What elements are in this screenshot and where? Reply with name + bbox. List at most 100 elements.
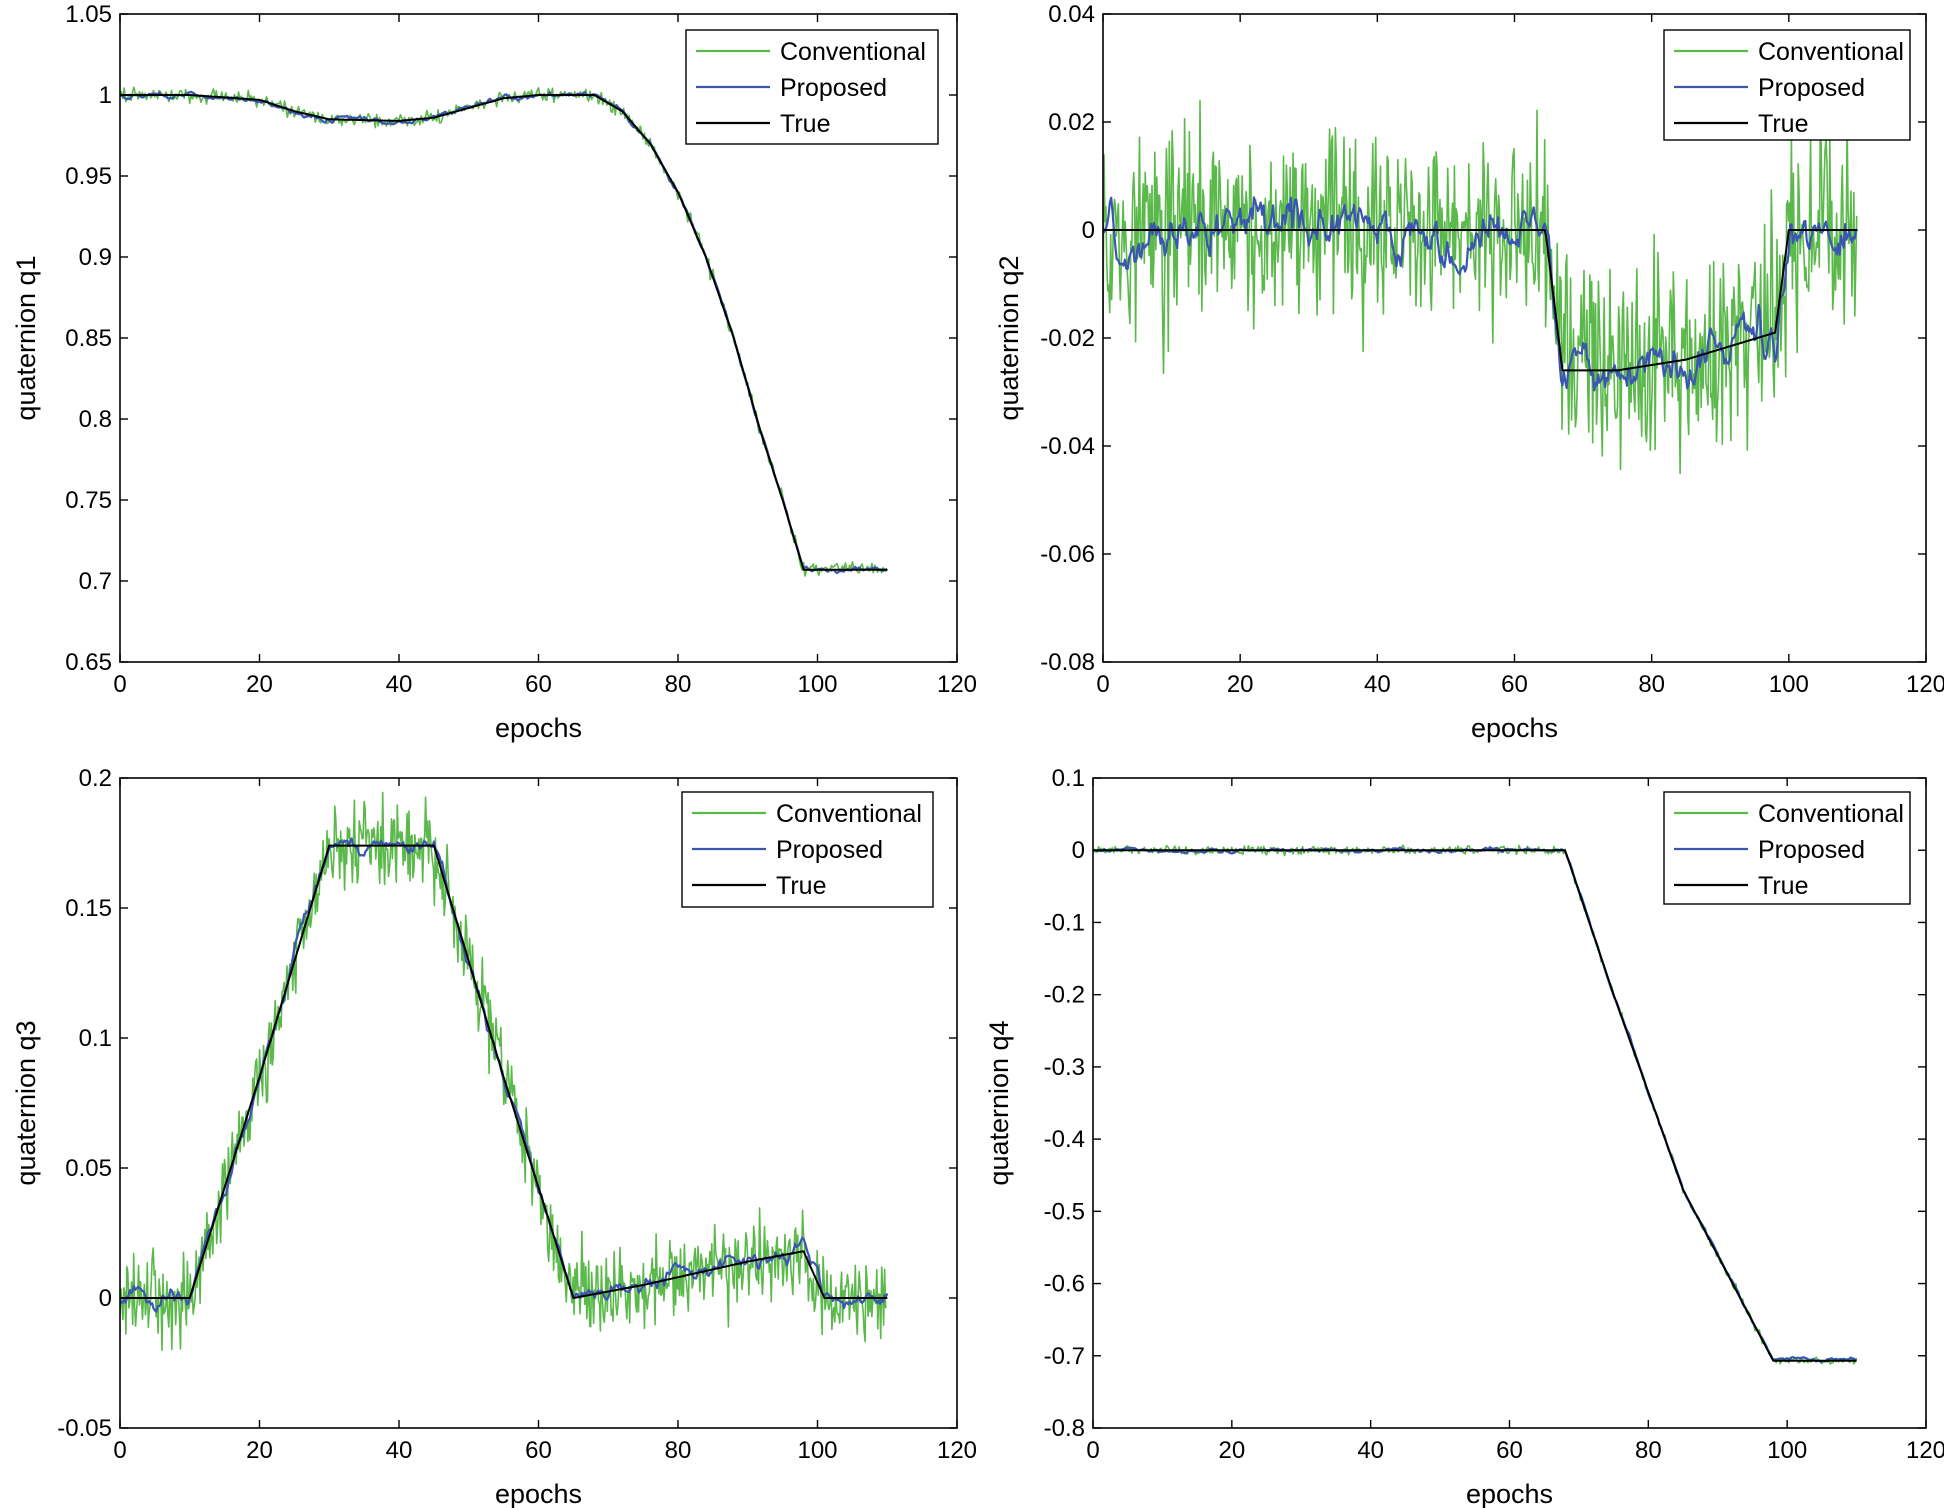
- x-tick-label: 20: [1218, 1437, 1245, 1464]
- legend-label-proposed: Proposed: [780, 74, 887, 102]
- y-tick-label: 0.1: [79, 1025, 112, 1052]
- legend: Conventional Proposed True: [1663, 29, 1911, 141]
- series-line-true: [1093, 849, 1857, 1362]
- y-tick-label: -0.05: [57, 1415, 112, 1442]
- x-axis-label: epochs: [1471, 713, 1558, 743]
- series-line-true: [120, 94, 888, 571]
- x-tick-label: 120: [1906, 1437, 1944, 1464]
- series-group: [1093, 844, 1858, 1365]
- x-tick-label: 80: [665, 1437, 692, 1464]
- x-tick-label: 40: [386, 1437, 413, 1464]
- y-tick-label: -0.06: [1040, 541, 1095, 568]
- y-tick-label: -0.3: [1044, 1054, 1085, 1081]
- y-tick-label: 0: [1072, 837, 1085, 864]
- x-tick-label: 40: [1357, 1437, 1384, 1464]
- chart-panel-4: 0 20 40 60 80 100 120 -0.8 -0.7 -0.6 -0.5 -0.4 -0.3 -…: [984, 765, 1944, 1508]
- x-tick-label: 100: [1767, 1437, 1807, 1464]
- legend-label-true: True: [776, 872, 826, 900]
- series-group: [120, 791, 889, 1352]
- x-tick-label: 100: [797, 671, 837, 698]
- legend-label-conventional: Conventional: [780, 38, 926, 66]
- x-tick-label: 20: [246, 1437, 273, 1464]
- y-tick-label: 0.65: [65, 649, 112, 676]
- legend-label-proposed: Proposed: [1758, 836, 1865, 864]
- y-tick-label: 0.15: [65, 895, 112, 922]
- series-line-proposed: [1103, 196, 1859, 392]
- chart-panel-2: 0 20 40 60 80 100 120 -0.08 -0.06 -0.04 -0.02 0 0.02…: [994, 1, 1944, 743]
- legend: Conventional Proposed True: [685, 29, 939, 145]
- y-tick-label: 0.1: [1052, 765, 1085, 792]
- series-line-conventional: [120, 791, 887, 1352]
- y-tick-label: 0.85: [65, 325, 112, 352]
- x-tick-label: 60: [1496, 1437, 1523, 1464]
- x-tick-label: 0: [1086, 1437, 1099, 1464]
- series-line-conventional: [1103, 99, 1858, 475]
- y-tick-label: -0.6: [1044, 1271, 1085, 1298]
- x-tick-label: 100: [1769, 671, 1809, 698]
- y-tick-label: 0.05: [65, 1155, 112, 1182]
- y-axis-label: quaternion q3: [11, 1020, 41, 1185]
- y-tick-label: 0.02: [1048, 109, 1095, 136]
- y-tick-label: 0.04: [1048, 1, 1095, 28]
- legend-label-conventional: Conventional: [1758, 800, 1904, 828]
- series-line-true: [120, 844, 888, 1299]
- series-group: [1103, 99, 1859, 475]
- y-tick-label: 0.7: [79, 568, 112, 595]
- y-tick-label: -0.7: [1044, 1343, 1085, 1370]
- y-tick-label: 0: [99, 1285, 112, 1312]
- legend: Conventional Proposed True: [1663, 791, 1911, 905]
- x-tick-label: 20: [1227, 671, 1254, 698]
- y-tick-label: 1: [99, 82, 112, 109]
- y-tick-label: 0.75: [65, 487, 112, 514]
- y-tick-label: -0.4: [1044, 1126, 1085, 1153]
- x-axis-label: epochs: [1466, 1479, 1553, 1508]
- x-axis-label: epochs: [495, 713, 582, 743]
- legend-label-true: True: [1758, 872, 1808, 900]
- x-tick-label: 40: [386, 671, 413, 698]
- x-tick-label: 100: [797, 1437, 837, 1464]
- x-tick-label: 0: [1096, 671, 1109, 698]
- chart-panel-3: 0 20 40 60 80 100 120-0.0500.050.10.150.2epoch…: [11, 765, 977, 1508]
- y-axis-label: quaternion q2: [994, 255, 1024, 420]
- legend-box: [1663, 29, 1911, 141]
- y-tick-label: 0.8: [79, 406, 112, 433]
- series-group: [120, 86, 888, 577]
- y-axis-label: quaternion q4: [984, 1020, 1014, 1185]
- y-tick-label: -0.02: [1040, 325, 1095, 352]
- y-tick-label: -0.2: [1044, 982, 1085, 1009]
- y-tick-label: -0.5: [1044, 1198, 1085, 1225]
- y-tick-label: 0.9: [79, 244, 112, 271]
- y-tick-label: -0.04: [1040, 433, 1095, 460]
- legend-label-conventional: Conventional: [1758, 38, 1904, 66]
- legend-label-true: True: [1758, 110, 1808, 138]
- y-tick-label: -0.1: [1044, 909, 1085, 936]
- legend-label-true: True: [780, 110, 830, 138]
- y-tick-label: 1.05: [65, 1, 112, 28]
- x-tick-label: 80: [1635, 1437, 1662, 1464]
- x-tick-label: 80: [665, 671, 692, 698]
- legend-label-proposed: Proposed: [1758, 74, 1865, 102]
- x-axis-label: epochs: [495, 1479, 582, 1508]
- y-tick-label: 0.95: [65, 163, 112, 190]
- x-tick-label: 0: [113, 671, 126, 698]
- x-tick-label: 120: [937, 671, 977, 698]
- x-tick-label: 80: [1638, 671, 1665, 698]
- x-tick-label: 40: [1364, 671, 1391, 698]
- series-line-true: [1103, 229, 1858, 372]
- x-tick-label: 60: [525, 671, 552, 698]
- x-tick-label: 120: [937, 1437, 977, 1464]
- chart-panel-1: 0 20 40 60 80 100 120 0.65 0.7 0.75 0.8 0.85 0.9 0.95…: [11, 1, 977, 743]
- x-tick-label: 20: [246, 671, 273, 698]
- x-tick-label: 120: [1906, 671, 1944, 698]
- x-tick-label: 60: [1501, 671, 1528, 698]
- y-tick-label: 0.2: [79, 765, 112, 792]
- x-tick-label: 60: [525, 1437, 552, 1464]
- y-tick-label: -0.08: [1040, 649, 1095, 676]
- x-tick-label: 0: [113, 1437, 126, 1464]
- y-tick-label: 0: [1082, 217, 1095, 244]
- y-tick-label: -0.8: [1044, 1415, 1085, 1442]
- y-axis-label: quaternion q1: [11, 255, 41, 420]
- legend: Conventional Proposed True: [681, 791, 934, 908]
- legend-label-proposed: Proposed: [776, 836, 883, 864]
